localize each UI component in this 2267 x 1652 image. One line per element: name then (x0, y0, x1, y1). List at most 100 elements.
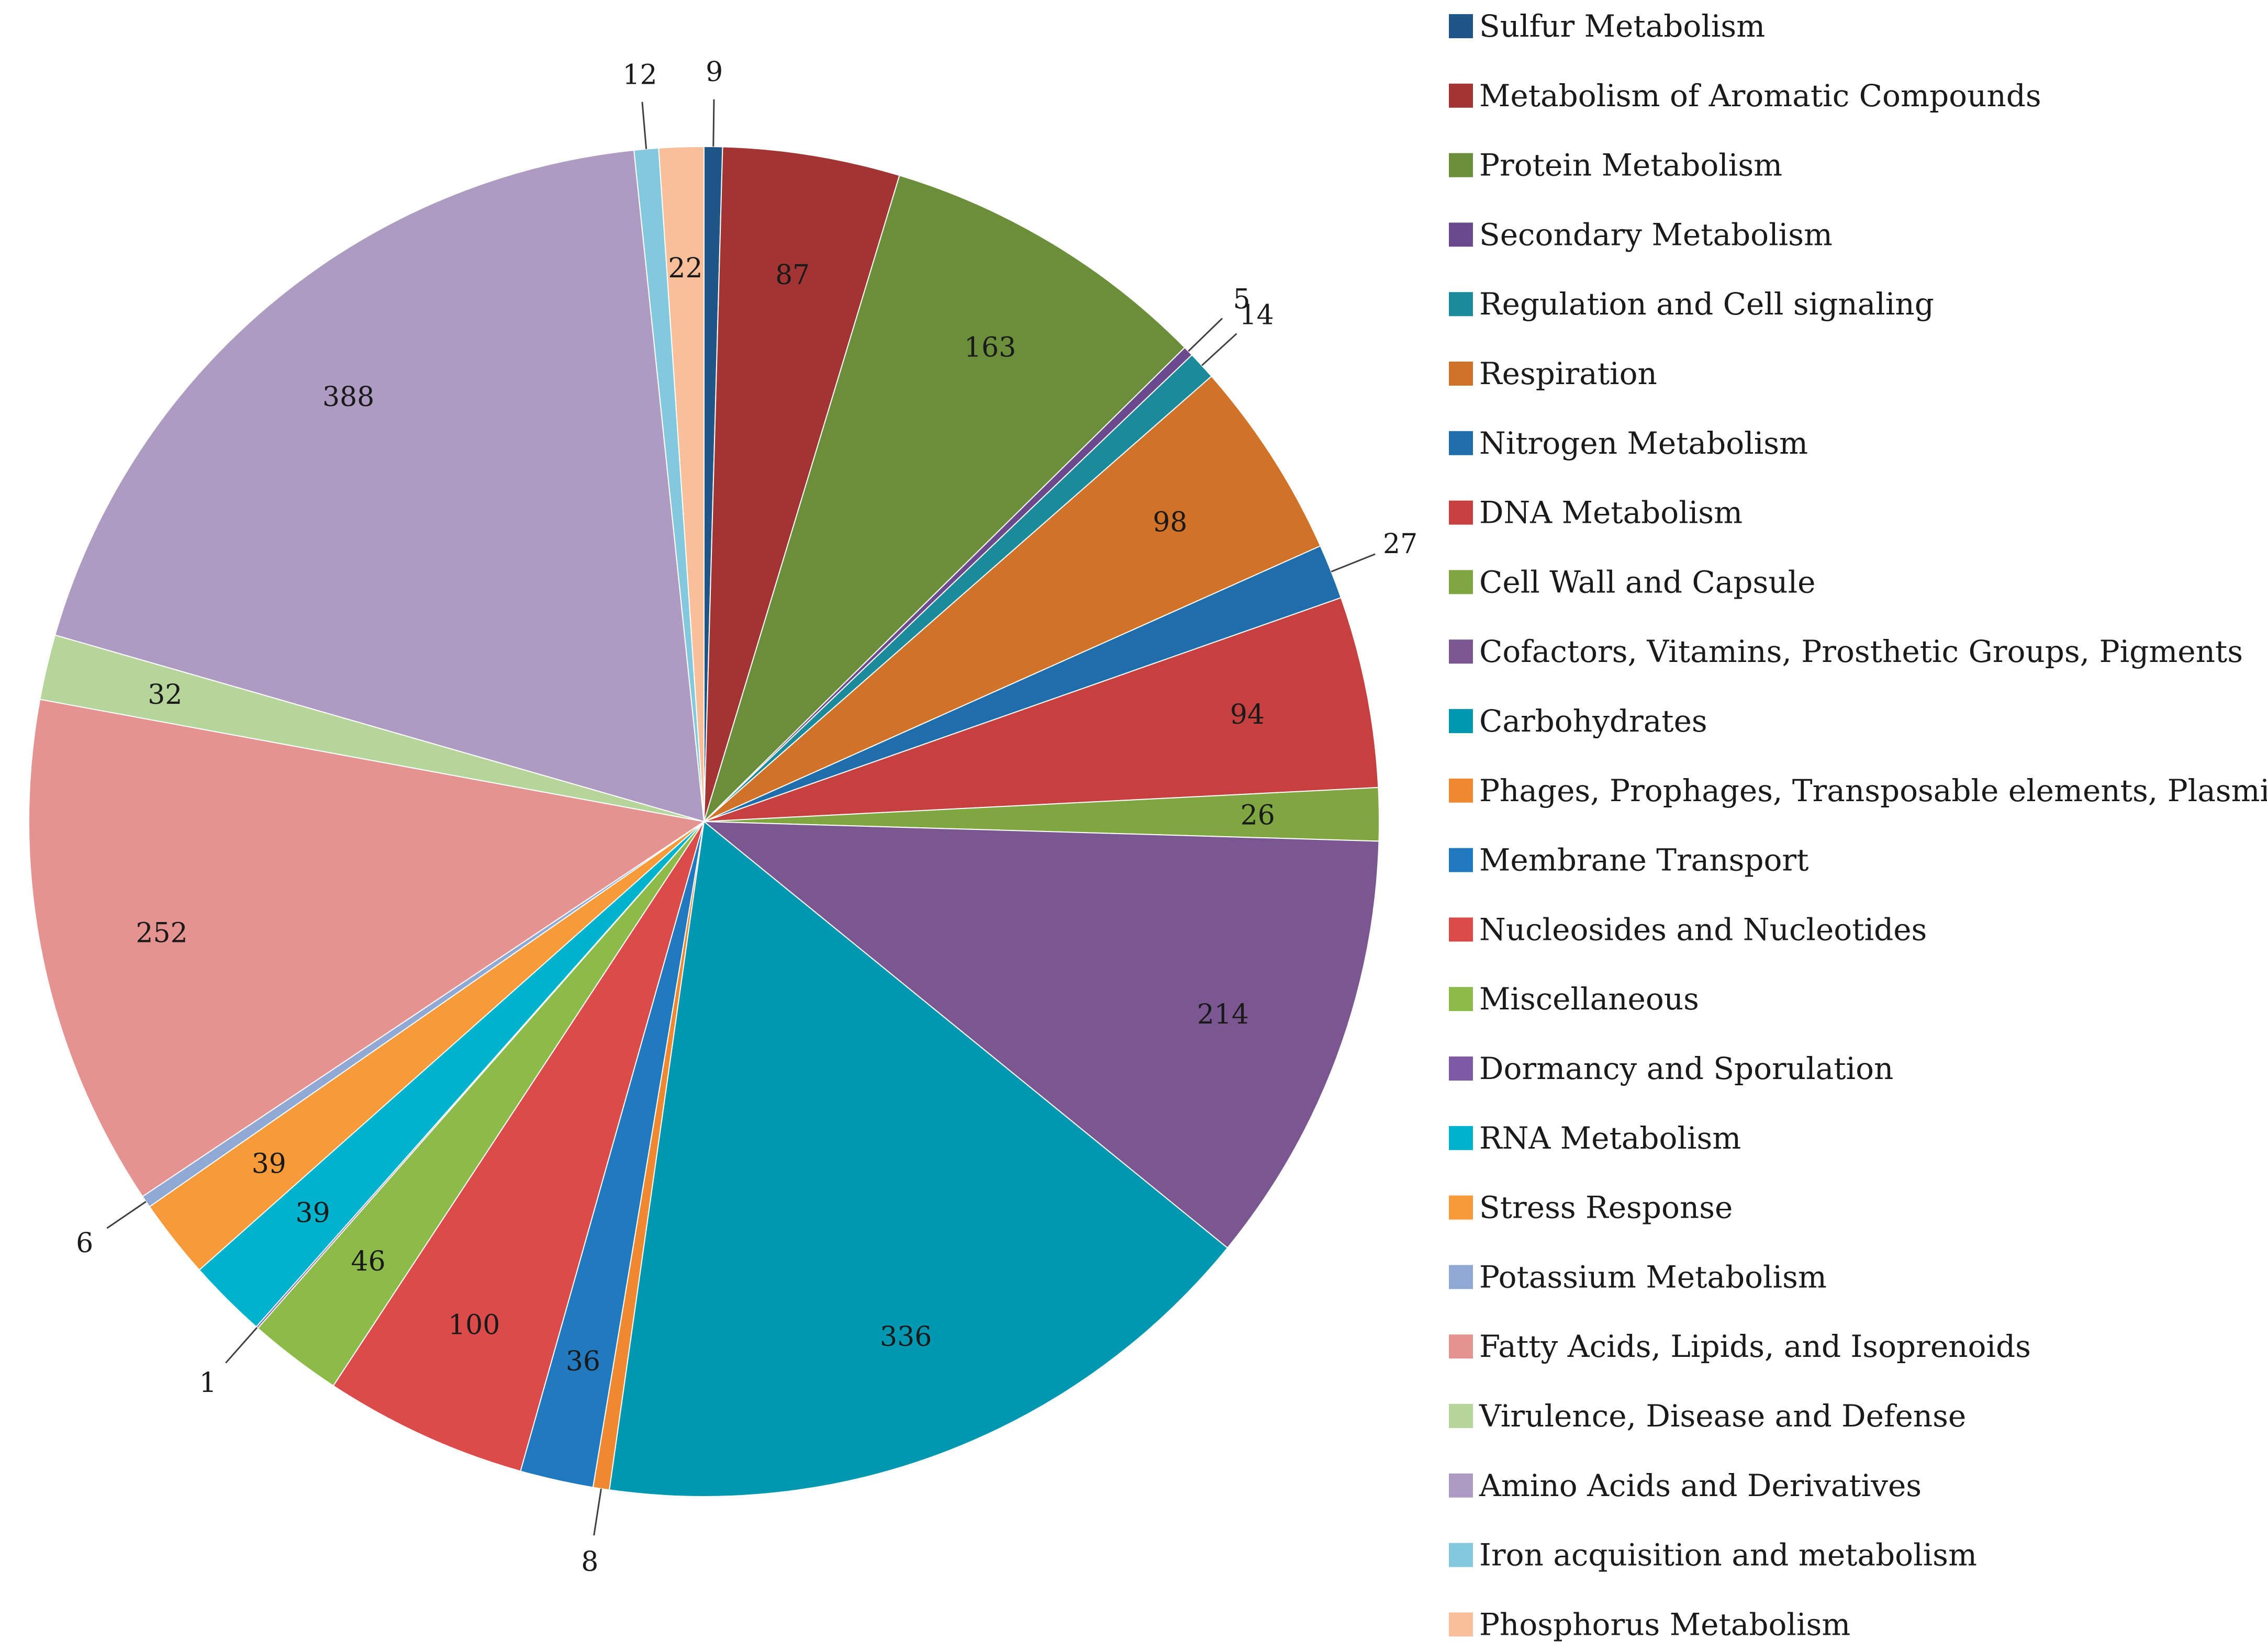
legend-swatch (1449, 222, 1473, 247)
legend-swatch (1449, 1126, 1473, 1150)
pie-slice-amino-acids-and-derivatives (54, 149, 705, 823)
legend-label: Protein Metabolism (1479, 148, 1782, 183)
data-label: 252 (136, 918, 187, 949)
legend-label: Cell Wall and Capsule (1479, 564, 1816, 600)
leader-lines (106, 99, 1376, 1536)
legend-item: Membrane Transport (1449, 842, 1808, 878)
legend-swatch (1449, 14, 1473, 38)
legend-item: Protein Metabolism (1449, 148, 1782, 183)
leader-line (1201, 333, 1237, 366)
legend-label: Iron acquisition and metabolism (1479, 1537, 1977, 1573)
data-label: 94 (1230, 699, 1265, 731)
legend-item: Nitrogen Metabolism (1449, 425, 1808, 461)
data-label: 39 (296, 1198, 330, 1229)
legend-swatch (1449, 1612, 1473, 1637)
legend-item: Iron acquisition and metabolism (1449, 1537, 1977, 1573)
data-label: 388 (322, 381, 374, 413)
pie-slice-carbohydrates (608, 821, 1229, 1497)
legend-label: Phages, Prophages, Transposable elements… (1479, 773, 2267, 808)
legend-label: Carbohydrates (1479, 703, 1707, 739)
legend-swatch (1449, 1195, 1473, 1220)
legend-item: Fatty Acids, Lipids, and Isoprenoids (1449, 1329, 2031, 1364)
legend-item: Stress Response (1449, 1190, 1733, 1226)
legend-swatch (1449, 1265, 1473, 1289)
legend-label: Respiration (1479, 356, 1657, 391)
leader-line (225, 1327, 258, 1364)
legend-item: Virulence, Disease and Defense (1449, 1398, 1966, 1434)
legend-label: Cofactors, Vitamins, Prosthetic Groups, … (1479, 634, 2243, 669)
leader-line (593, 1488, 602, 1536)
data-label: 100 (448, 1309, 500, 1341)
legend-label: DNA Metabolism (1479, 495, 1743, 531)
legend-swatch (1449, 1404, 1473, 1428)
legend-item: Respiration (1449, 356, 1657, 391)
legend-swatch (1449, 431, 1473, 455)
data-label: 46 (351, 1246, 385, 1277)
legend-item: Nucleosides and Nucleotides (1449, 912, 1927, 947)
legend-swatch (1449, 362, 1473, 386)
pie-slice-phosphorus-metabolism (658, 145, 705, 822)
data-label: 12 (622, 59, 657, 91)
legend-item: Cofactors, Vitamins, Prosthetic Groups, … (1449, 634, 2243, 669)
legend-label: Membrane Transport (1479, 842, 1808, 878)
legend-item: RNA Metabolism (1449, 1120, 1741, 1156)
legend-swatch (1449, 1057, 1473, 1081)
legend-swatch (1449, 570, 1473, 594)
data-label: 163 (964, 332, 1016, 363)
legend-swatch (1449, 1543, 1473, 1567)
legend-label: Stress Response (1479, 1190, 1733, 1226)
legend-item: Potassium Metabolism (1449, 1259, 1827, 1295)
data-label: 87 (775, 260, 810, 291)
legend-label: Amino Acids and Derivatives (1479, 1468, 1922, 1503)
pie-slices (28, 145, 1380, 1497)
data-label: 5 (1233, 284, 1250, 315)
legend-swatch (1449, 1473, 1473, 1498)
data-label: 8 (581, 1546, 598, 1578)
data-label: 22 (668, 253, 702, 284)
legend-swatch (1449, 848, 1473, 872)
legend-label: Nucleosides and Nucleotides (1479, 912, 1927, 947)
legend-item: Sulfur Metabolism (1449, 8, 1765, 44)
legend-swatch (1449, 778, 1473, 803)
legend-label: Phosphorus Metabolism (1479, 1606, 1850, 1642)
legend-item: Dormancy and Sporulation (1449, 1051, 1893, 1086)
legend-swatch (1449, 153, 1473, 177)
legend: Sulfur Metabolism Metabolism of Aromatic … (1449, 8, 2267, 1642)
legend-label: Virulence, Disease and Defense (1479, 1398, 1966, 1434)
pie-slice-nucleosides-and-nucleotides (332, 821, 705, 1472)
legend-label: Secondary Metabolism (1479, 217, 1833, 252)
pie-slice-dna-metabolism (703, 597, 1379, 822)
legend-label: Metabolism of Aromatic Compounds (1479, 78, 2041, 114)
leader-line (106, 1201, 147, 1229)
data-label: 26 (1241, 800, 1275, 831)
legend-swatch (1449, 83, 1473, 108)
legend-swatch (1449, 1334, 1473, 1359)
leader-line (641, 102, 647, 149)
data-label: 1 (199, 1367, 217, 1399)
legend-swatch (1449, 709, 1473, 733)
legend-item: Miscellaneous (1449, 981, 1699, 1017)
legend-item: Cell Wall and Capsule (1449, 564, 1816, 600)
legend-swatch (1449, 639, 1473, 664)
legend-item: Metabolism of Aromatic Compounds (1449, 78, 2041, 114)
data-label: 214 (1197, 999, 1249, 1030)
legend-swatch (1449, 987, 1473, 1012)
legend-label: Miscellaneous (1479, 981, 1699, 1017)
legend-item: Regulation and Cell signaling (1449, 286, 1934, 322)
legend-label: Nitrogen Metabolism (1479, 425, 1808, 461)
pie-slice-cofactors-vitamins-prosthetic-groups-pigments (702, 821, 1380, 1249)
legend-label: Potassium Metabolism (1479, 1259, 1827, 1295)
legend-label: Sulfur Metabolism (1479, 8, 1765, 44)
leader-line (1331, 553, 1376, 572)
data-label: 36 (566, 1346, 600, 1377)
pie-slice-fatty-acids-lipids-and-isoprenoids (28, 699, 706, 1197)
legend-label: Regulation and Cell signaling (1479, 286, 1934, 322)
legend-item: Carbohydrates (1449, 703, 1707, 739)
legend-label: RNA Metabolism (1479, 1120, 1741, 1156)
legend-swatch (1449, 500, 1473, 525)
legend-label: Fatty Acids, Lipids, and Isoprenoids (1479, 1329, 2031, 1364)
data-label: 6 (76, 1228, 93, 1259)
data-label: 14 (1239, 300, 1274, 331)
data-label: 336 (880, 1321, 932, 1353)
